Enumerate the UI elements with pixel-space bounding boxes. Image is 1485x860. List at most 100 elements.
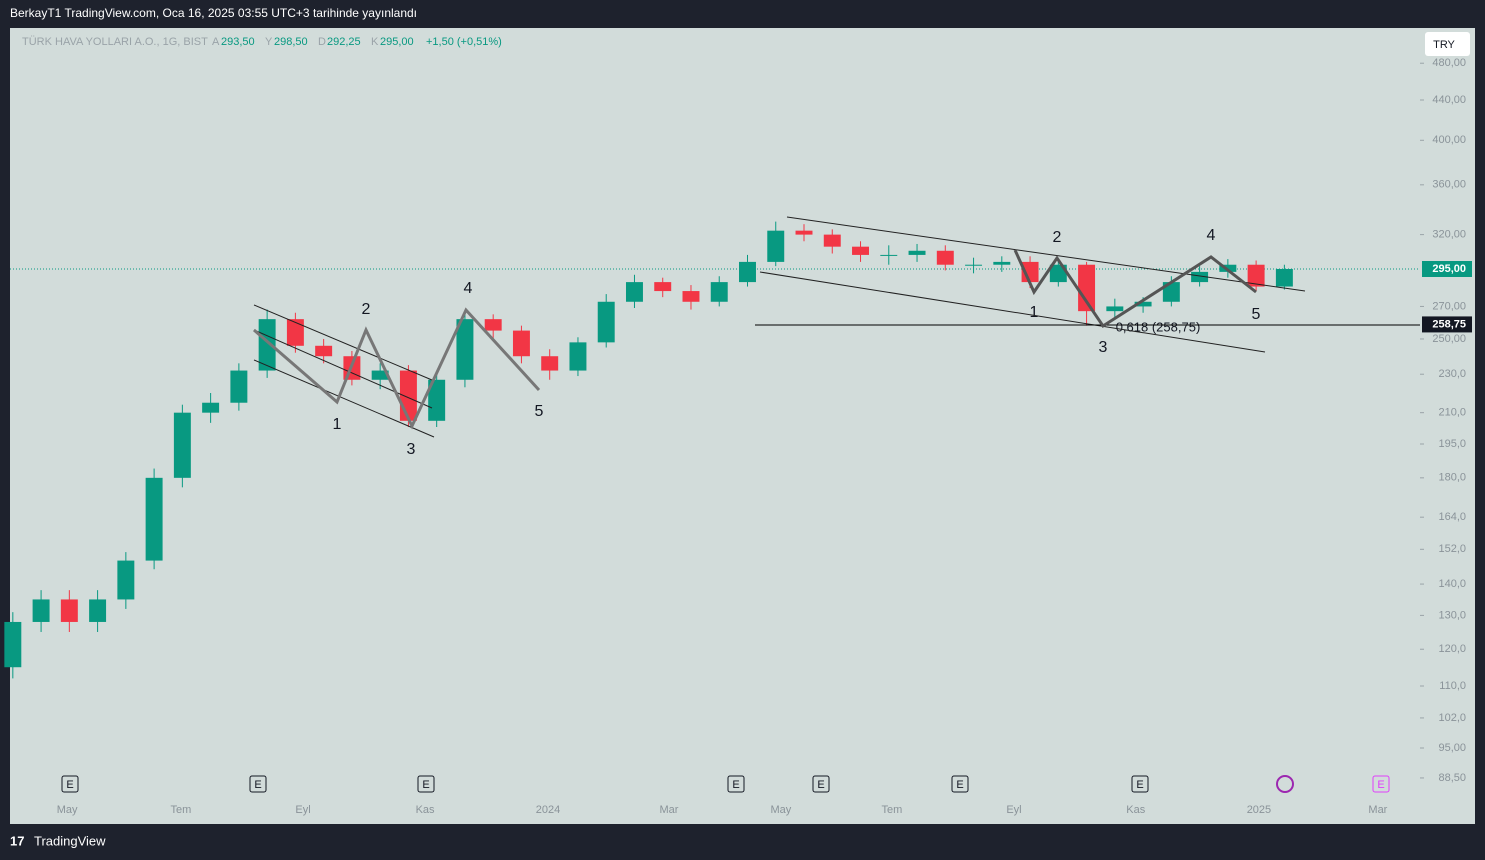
candle-body	[428, 379, 446, 421]
candle-body	[202, 402, 220, 413]
ohlc-field: 292,25	[327, 36, 361, 48]
candle-body	[993, 261, 1011, 265]
wave-label: 1	[333, 416, 342, 433]
event-box	[1131, 775, 1149, 793]
candle-body	[795, 230, 813, 235]
candle-body	[597, 301, 615, 343]
currency-box[interactable]	[1425, 32, 1470, 56]
candle-body	[117, 560, 135, 600]
ohlc-field: K	[371, 36, 379, 48]
candle-body	[682, 291, 700, 302]
candle-body	[1162, 282, 1180, 302]
y-tick-label: 152,0	[1438, 543, 1466, 555]
y-tick-label: 140,0	[1438, 578, 1466, 590]
event-box	[727, 775, 745, 793]
footer-logo: TradingView	[34, 833, 106, 848]
y-tick-label: 440,00	[1432, 94, 1466, 106]
ohlc-field: 293,50	[221, 36, 255, 48]
candle-body	[908, 250, 926, 255]
x-tick-label: May	[770, 804, 791, 816]
symbol: TÜRK HAVA YOLLARI A.O., 1G, BIST	[22, 36, 208, 48]
candle-body	[1247, 264, 1265, 287]
event-box	[812, 775, 830, 793]
event-label: E	[956, 779, 963, 791]
candle-body	[230, 370, 248, 403]
level-label: 258,75	[1432, 318, 1466, 330]
candle-body	[625, 282, 643, 302]
x-tick-label: Kas	[1126, 804, 1145, 816]
y-tick-label: 180,0	[1438, 472, 1466, 484]
candle-body	[1191, 271, 1209, 283]
currency[interactable]: TRY	[1433, 39, 1455, 51]
y-tick-label: 210,0	[1438, 407, 1466, 419]
candle-body	[173, 412, 191, 478]
wave-label: 2	[362, 301, 371, 318]
last-price-box	[1422, 261, 1472, 278]
candle-body	[654, 282, 672, 292]
wave-label: 3	[1099, 339, 1108, 356]
candle-body	[286, 319, 304, 346]
x-tick-label: 2025	[1247, 804, 1271, 816]
event-label: E	[1136, 779, 1143, 791]
x-tick-label: 2024	[536, 804, 560, 816]
candle-body	[258, 319, 276, 371]
candle-body	[569, 342, 587, 371]
event-box	[61, 775, 79, 793]
event-box	[249, 775, 267, 793]
dividend-icon	[1276, 775, 1294, 793]
event-box	[417, 775, 435, 793]
candle-body	[1275, 269, 1293, 287]
y-tick-label: 110,0	[1439, 680, 1466, 692]
y-tick-label: 320,00	[1432, 229, 1466, 241]
level-box	[1422, 316, 1472, 333]
ohlc-field: 298,50	[274, 36, 308, 48]
candle-body	[512, 330, 530, 357]
event-box	[951, 775, 969, 793]
y-tick-label: 480,00	[1432, 57, 1466, 69]
candle-body	[1106, 306, 1124, 312]
logo-icon: 17	[10, 833, 24, 848]
candle-body	[823, 234, 841, 247]
x-tick-label: Eyl	[1006, 804, 1021, 816]
y-tick-label: 270,00	[1432, 300, 1466, 312]
x-tick-label: Tem	[881, 804, 902, 816]
candle-body	[852, 246, 869, 255]
last-price-label: 295,00	[1432, 263, 1466, 275]
event-label: E	[732, 779, 739, 791]
ohlc-field: A	[212, 36, 220, 48]
chart-area	[10, 28, 1475, 824]
event-label: E	[254, 779, 261, 791]
wave-label: 5	[1252, 306, 1261, 323]
candle-body	[315, 345, 333, 357]
candle-body	[60, 599, 78, 622]
y-tick-label: 360,00	[1432, 179, 1466, 191]
candle-body	[4, 621, 22, 668]
wave-label: 3	[407, 441, 416, 458]
event-label: E	[66, 779, 73, 791]
wave-label: 1	[1030, 304, 1039, 321]
candle-body	[32, 599, 50, 622]
candle-body	[145, 477, 163, 561]
x-tick-label: Kas	[416, 804, 435, 816]
x-tick-label: May	[57, 804, 78, 816]
candle-body	[89, 599, 107, 622]
y-tick-label: 250,00	[1432, 333, 1466, 345]
y-tick-label: 88,50	[1438, 772, 1466, 784]
change: +1,50 (+0,51%)	[426, 36, 502, 48]
event-box	[1372, 775, 1390, 793]
candle-body	[1134, 301, 1152, 307]
header: BerkayT1 TradingView.com, Oca 16, 2025 0…	[10, 6, 417, 20]
y-tick-label: 120,0	[1438, 643, 1466, 655]
wave-label: 0,618 (258,75)	[1116, 319, 1201, 334]
x-tick-label: Tem	[171, 804, 192, 816]
candle-body	[371, 370, 389, 380]
y-tick-label: 130,0	[1438, 609, 1466, 621]
x-tick-label: Mar	[1368, 804, 1387, 816]
x-tick-label: Eyl	[295, 804, 310, 816]
event-label: E	[1377, 779, 1384, 791]
candle-body	[739, 261, 756, 283]
candle-body	[880, 254, 898, 256]
wave-label: 4	[1207, 227, 1216, 244]
